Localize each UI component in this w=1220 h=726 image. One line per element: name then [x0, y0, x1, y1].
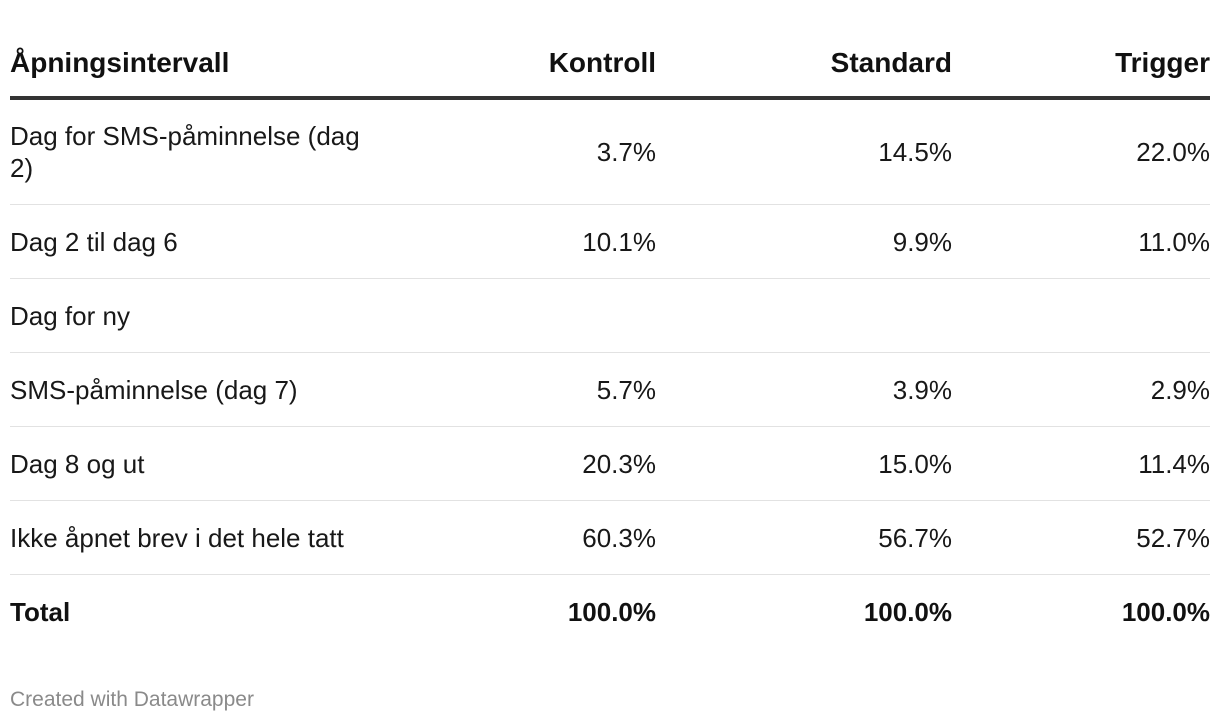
total-trigger: 100.0% — [1121, 596, 1210, 627]
column-header-standard[interactable]: Standard — [656, 30, 952, 100]
row-label: Dag for ny — [10, 278, 360, 353]
cell-trigger: 11.4% — [952, 426, 1210, 501]
cell-trigger: 11.0% — [952, 204, 1210, 279]
header-row: Åpningsintervall Kontroll Standard Trigg… — [10, 30, 1210, 100]
total-kontroll: 100.0% — [567, 596, 656, 627]
cell-trigger: 52.7% — [952, 500, 1210, 575]
table-row: Dag for ny — [10, 278, 1210, 353]
row-label: Dag 2 til dag 6 — [10, 204, 360, 279]
cell-standard: 15.0% — [656, 426, 952, 501]
cell-standard: 3.9% — [656, 352, 952, 427]
cell-trigger: 22.0% — [952, 98, 1210, 205]
cell-standard: 14.5% — [656, 98, 952, 205]
data-table: Åpningsintervall Kontroll Standard Trigg… — [10, 30, 1210, 648]
cell-kontroll: 3.7% — [360, 98, 656, 205]
cell-kontroll — [360, 278, 656, 353]
cell-trigger — [952, 278, 1210, 353]
row-label: Dag 8 og ut — [10, 426, 360, 501]
table-row: Ikke åpnet brev i det hele tatt 60.3% 56… — [10, 500, 1210, 575]
column-header-interval[interactable]: Åpningsintervall — [10, 30, 360, 100]
cell-standard: 56.7% — [656, 500, 952, 575]
total-label: Total — [10, 596, 71, 627]
cell-kontroll: 5.7% — [360, 352, 656, 427]
cell-kontroll: 20.3% — [360, 426, 656, 501]
table-row: Dag for SMS-påminnelse (dag 2) 3.7% 14.5… — [10, 98, 1210, 205]
cell-kontroll: 10.1% — [360, 204, 656, 279]
table-row: Dag 8 og ut 20.3% 15.0% 11.4% — [10, 426, 1210, 501]
row-label: Ikke åpnet brev i det hele tatt — [10, 500, 360, 575]
cell-standard: 9.9% — [656, 204, 952, 279]
row-label: Dag for SMS-påminnelse (dag 2) — [10, 98, 360, 205]
table-row: Dag 2 til dag 6 10.1% 9.9% 11.0% — [10, 204, 1210, 279]
column-header-trigger[interactable]: Trigger — [952, 30, 1210, 100]
column-header-kontroll[interactable]: Kontroll — [360, 30, 656, 100]
row-label: SMS-påminnelse (dag 7) — [10, 352, 360, 427]
cell-trigger: 2.9% — [952, 352, 1210, 427]
total-row: Total 100.0% 100.0% 100.0% — [10, 575, 1210, 649]
cell-standard — [656, 278, 952, 353]
cell-kontroll: 60.3% — [360, 500, 656, 575]
total-standard: 100.0% — [863, 596, 952, 627]
datawrapper-credit[interactable]: Created with Datawrapper — [10, 688, 254, 711]
table-header: Åpningsintervall Kontroll Standard Trigg… — [10, 30, 1210, 100]
table-body: Dag for SMS-påminnelse (dag 2) 3.7% 14.5… — [10, 98, 1210, 648]
table-row: SMS-påminnelse (dag 7) 5.7% 3.9% 2.9% — [10, 352, 1210, 427]
